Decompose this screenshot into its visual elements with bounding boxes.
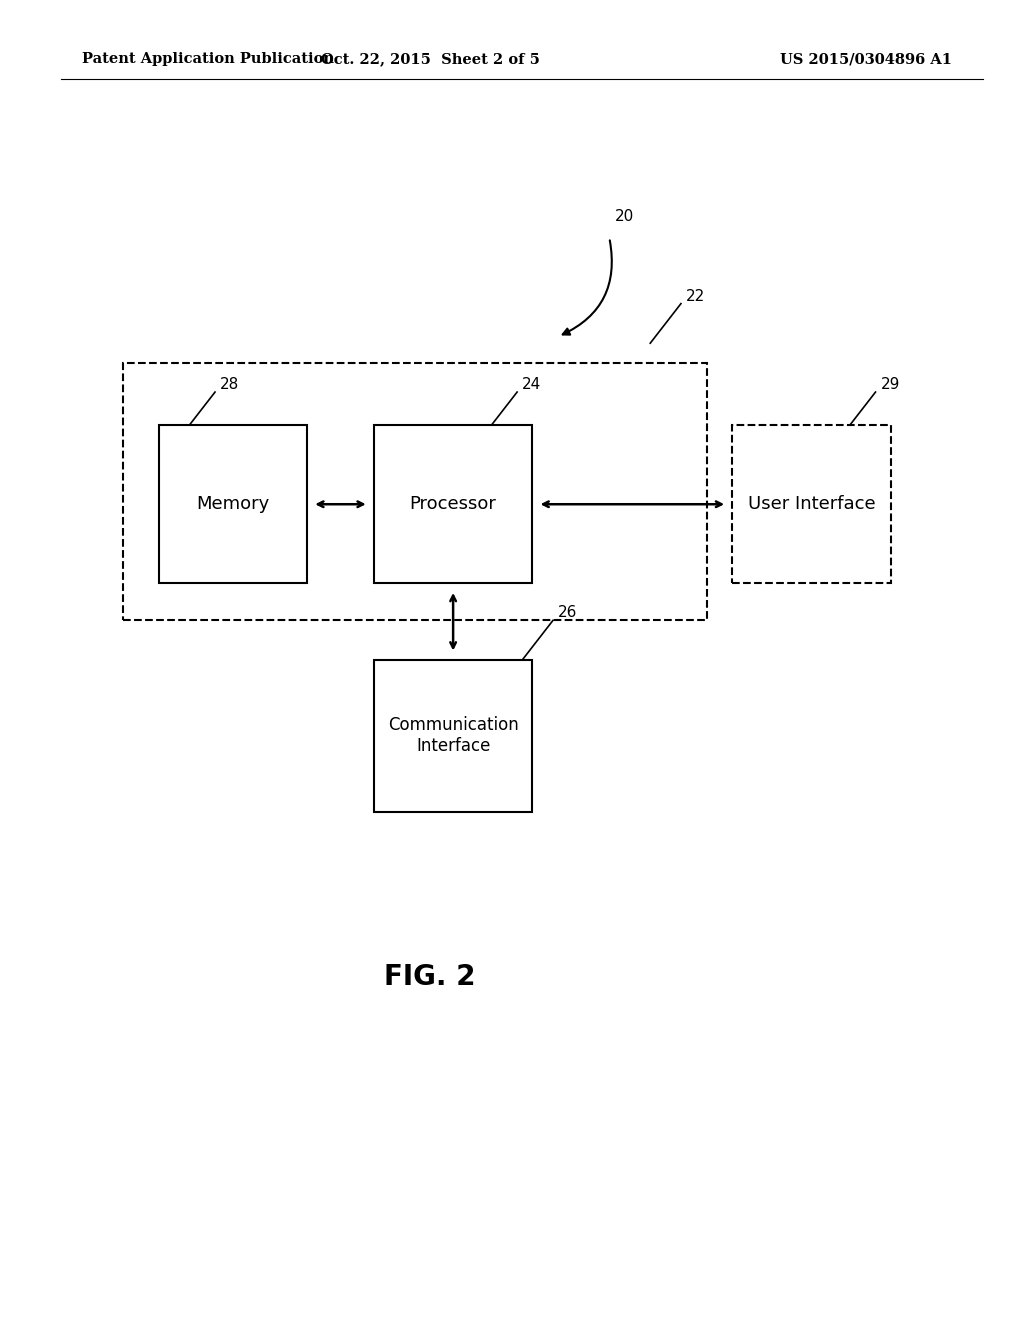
Text: FIG. 2: FIG. 2 <box>384 962 476 991</box>
FancyArrowPatch shape <box>563 240 611 335</box>
Text: 28: 28 <box>220 378 240 392</box>
FancyBboxPatch shape <box>374 425 532 583</box>
Text: 24: 24 <box>522 378 542 392</box>
FancyBboxPatch shape <box>159 425 307 583</box>
Text: 26: 26 <box>558 606 578 620</box>
Text: Oct. 22, 2015  Sheet 2 of 5: Oct. 22, 2015 Sheet 2 of 5 <box>321 53 540 66</box>
Text: 22: 22 <box>686 289 706 304</box>
Text: Processor: Processor <box>410 495 497 513</box>
Text: Communication
Interface: Communication Interface <box>388 717 518 755</box>
Text: User Interface: User Interface <box>748 495 876 513</box>
Text: 20: 20 <box>614 210 634 224</box>
FancyBboxPatch shape <box>374 660 532 812</box>
Text: Patent Application Publication: Patent Application Publication <box>82 53 334 66</box>
Text: 29: 29 <box>881 378 900 392</box>
Text: Memory: Memory <box>197 495 269 513</box>
Text: US 2015/0304896 A1: US 2015/0304896 A1 <box>780 53 952 66</box>
